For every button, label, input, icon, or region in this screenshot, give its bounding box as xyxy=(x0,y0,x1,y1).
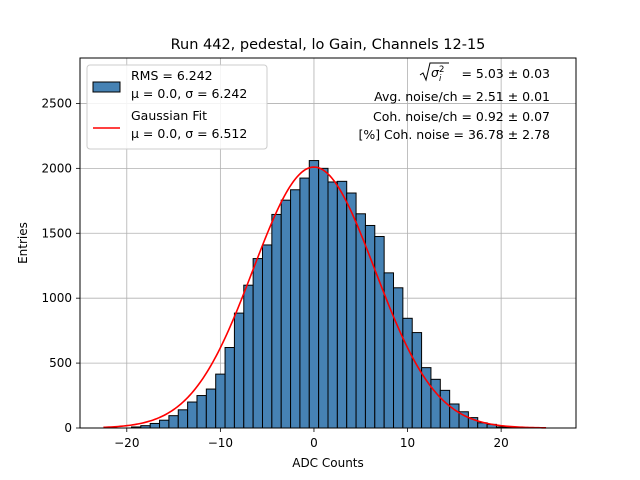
coh-noise-percent-text: [%] Coh. noise = 36.78 ± 2.78 xyxy=(358,127,550,142)
histogram-bar xyxy=(168,415,179,429)
x-axis-ticks: −20 −10 0 10 20 xyxy=(114,428,509,450)
histogram-bar xyxy=(271,213,282,429)
histogram-bar xyxy=(149,422,161,429)
histogram-bar xyxy=(439,389,451,429)
y-tick-label: 1500 xyxy=(41,226,72,240)
histogram-bar xyxy=(187,401,198,429)
y-axis-ticks: 0 500 1000 1500 2000 2500 xyxy=(41,96,80,435)
x-tick-label: 20 xyxy=(493,436,508,450)
histogram-bar xyxy=(327,181,338,429)
histogram-bar xyxy=(346,192,357,429)
y-tick-label: 500 xyxy=(49,356,72,370)
histogram-bar xyxy=(393,287,404,429)
svg-text:σ: σ xyxy=(431,65,440,80)
histogram-bar xyxy=(177,409,189,429)
plot-frame xyxy=(79,57,577,429)
histogram-bar xyxy=(355,213,366,429)
histogram-bar xyxy=(374,236,385,429)
svg-text:i: i xyxy=(439,74,442,84)
x-tick-label: 10 xyxy=(400,436,415,450)
histogram-bar xyxy=(224,347,235,429)
chart-title: Run 442, pedestal, lo Gain, Channels 12-… xyxy=(171,37,486,53)
histogram-bar xyxy=(261,244,273,429)
x-tick-label: −20 xyxy=(114,436,139,450)
gaussian-fit-curve xyxy=(103,166,547,429)
sqrt-sigma-symbol: σ 2 i xyxy=(419,62,449,84)
avg-noise-text: Avg. noise/ch = 2.51 ± 0.01 xyxy=(374,89,550,104)
histogram-bar xyxy=(215,373,226,429)
histogram-bar xyxy=(430,378,441,429)
legend-entry-rms-params: μ = 0.0, σ = 6.242 xyxy=(131,86,247,101)
histogram-bar xyxy=(280,199,292,429)
legend-frame xyxy=(86,64,268,150)
histogram-bar xyxy=(318,167,329,429)
x-tick-label: 0 xyxy=(310,436,318,450)
y-axis-label: Entries xyxy=(16,222,30,264)
histogram-bar xyxy=(411,332,423,429)
histogram-bar xyxy=(243,284,254,429)
histogram-bar xyxy=(233,312,245,429)
histogram-bar xyxy=(402,317,413,429)
coh-noise-text: Coh. noise/ch = 0.92 ± 0.07 xyxy=(373,109,550,124)
histogram-bar xyxy=(252,258,263,429)
x-tick-label: −10 xyxy=(208,436,233,450)
histogram-bar xyxy=(159,419,170,429)
legend-histogram-swatch xyxy=(92,81,121,93)
y-tick-label: 0 xyxy=(64,421,72,435)
y-tick-label: 1000 xyxy=(41,291,72,305)
svg-text:2: 2 xyxy=(439,65,444,75)
sqrt-sigma-value: = 5.03 ± 0.03 xyxy=(461,66,550,81)
histogram-bar xyxy=(308,160,320,429)
legend-entry-fit: Gaussian Fit xyxy=(131,108,207,123)
noise-annotations: σ 2 i = 5.03 ± 0.03 Avg. noise/ch = 2.51… xyxy=(358,62,550,142)
y-tick-label: 2500 xyxy=(41,96,72,110)
histogram-bar xyxy=(336,180,348,429)
histogram-bar xyxy=(205,388,217,429)
histogram-bar xyxy=(290,189,301,429)
legend-entry-fit-params: μ = 0.0, σ = 6.512 xyxy=(131,126,247,141)
histogram-bar xyxy=(299,177,310,429)
x-axis-label: ADC Counts xyxy=(292,456,364,470)
y-tick-label: 2000 xyxy=(41,161,72,175)
legend: RMS = 6.242 μ = 0.0, σ = 6.242 Gaussian … xyxy=(86,64,268,150)
histogram-bar xyxy=(196,395,207,429)
legend-entry-rms: RMS = 6.242 xyxy=(131,68,213,83)
